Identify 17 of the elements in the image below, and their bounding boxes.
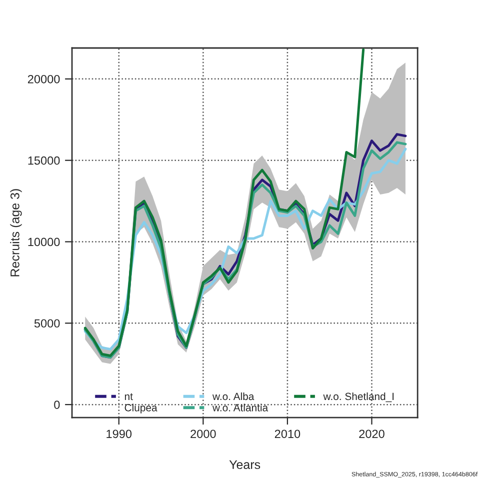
legend-label: w.o. Alba bbox=[212, 392, 254, 400]
y-axis-title: Recruits (age 3) bbox=[10, 189, 22, 276]
x-tick-label: 2000 bbox=[190, 430, 216, 438]
y-tick-label: 5000 bbox=[34, 319, 60, 328]
y-tick-label: 15000 bbox=[28, 156, 60, 165]
x-tick-label: 2020 bbox=[359, 430, 384, 438]
x-tick-label: 2010 bbox=[274, 430, 300, 438]
legend-label: w.o. Shetland_I bbox=[323, 392, 394, 402]
legend-label: nt bbox=[124, 393, 133, 400]
y-tick-label: 0 bbox=[54, 400, 60, 409]
x-axis-title: Years bbox=[229, 460, 260, 470]
legend-label: w.o. Atlantia bbox=[212, 404, 268, 412]
line-series bbox=[84, 48, 365, 357]
y-tick-label: 10000 bbox=[28, 238, 60, 246]
y-tick-label: 20000 bbox=[28, 74, 60, 84]
x-tick-label: 1990 bbox=[106, 430, 132, 438]
annotation: Clupea bbox=[124, 404, 158, 414]
